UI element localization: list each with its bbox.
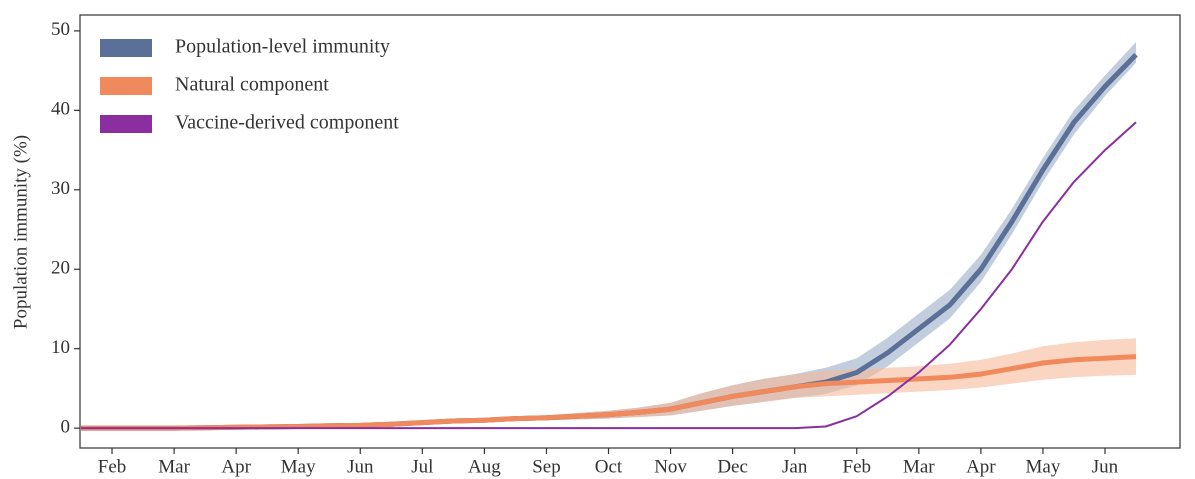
x-tick-label: Sep (532, 456, 561, 477)
x-tick-label: Apr (221, 456, 251, 477)
confidence-band (81, 338, 1136, 429)
x-tick-label: Mar (903, 456, 935, 477)
x-tick-label: Mar (158, 456, 190, 477)
x-tick-label: Oct (595, 456, 623, 477)
y-tick-label: 30 (51, 178, 70, 199)
y-tick-label: 40 (51, 99, 70, 120)
plot-frame (79, 14, 1181, 449)
x-tick-label: May (281, 456, 316, 477)
y-tick-label: 50 (51, 19, 70, 40)
x-tick-label: Feb (98, 456, 127, 477)
legend-swatch (100, 39, 152, 57)
legend-swatch (100, 115, 152, 133)
y-tick-label: 10 (51, 337, 70, 358)
series-line (81, 354, 1137, 431)
x-tick-label: Feb (843, 456, 872, 477)
x-tick-label: Dec (717, 456, 748, 477)
x-tick-label: Jun (347, 456, 374, 477)
series-line (81, 121, 1137, 430)
legend-label: Natural component (175, 74, 329, 96)
legend-label: Vaccine-derived component (175, 112, 399, 134)
y-tick-label: 0 (61, 416, 71, 437)
x-tick-label: Nov (654, 456, 687, 477)
x-tick-label: May (1026, 456, 1061, 477)
x-tick-label: Jan (782, 456, 808, 477)
legend-label: Population-level immunity (175, 36, 390, 58)
x-tick-label: Aug (468, 456, 501, 477)
y-axis-label: Population immunity (%) (10, 135, 31, 329)
x-tick-label: Jun (1092, 456, 1119, 477)
legend-swatch (100, 77, 152, 95)
x-tick-label: Jul (411, 456, 433, 477)
x-tick-label: Apr (966, 456, 996, 477)
y-tick-label: 20 (51, 258, 70, 279)
